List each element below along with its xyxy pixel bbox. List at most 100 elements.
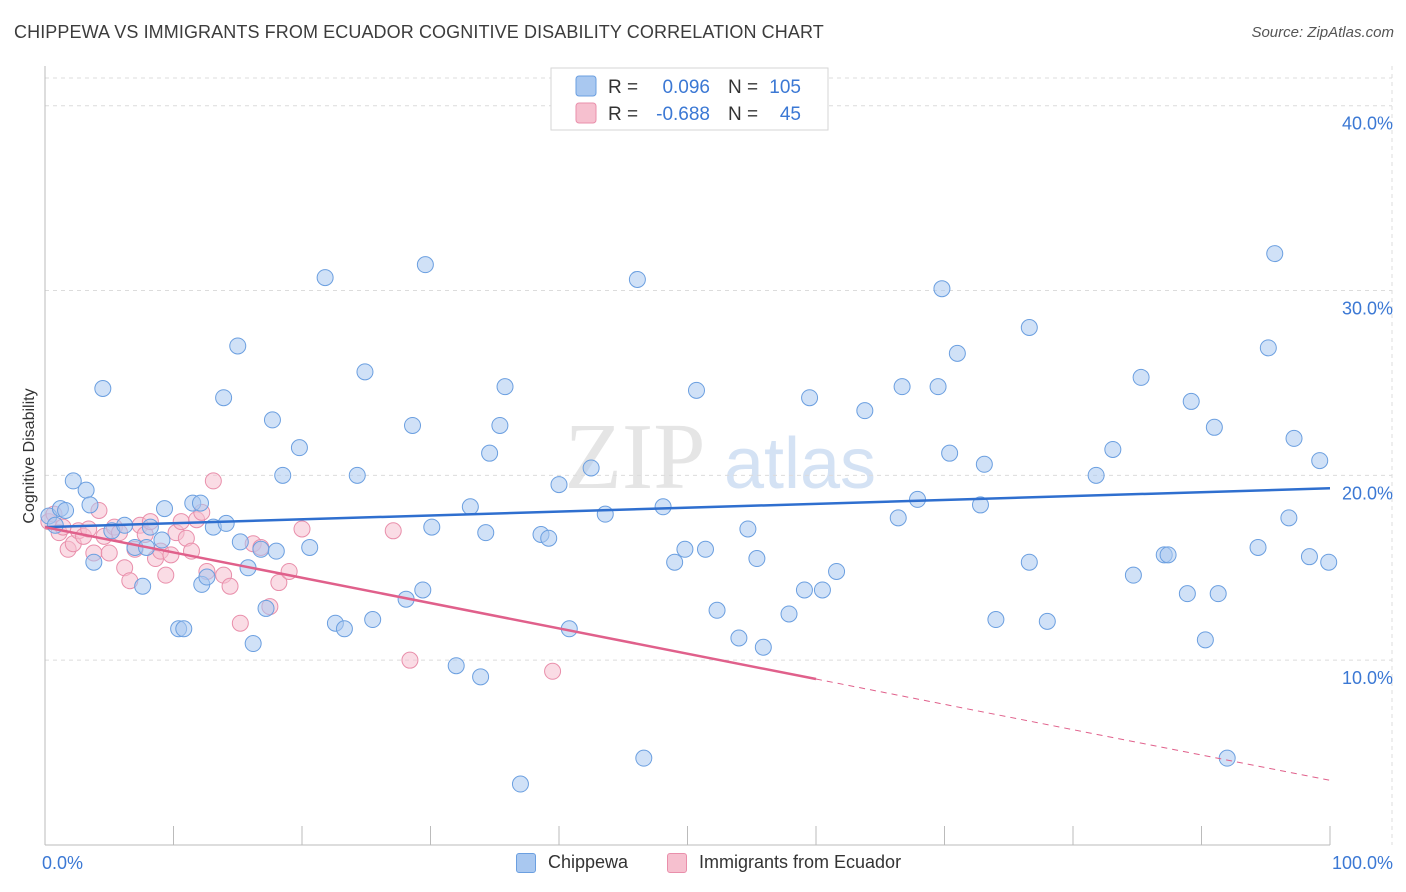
watermark-atlas: atlas [724, 424, 876, 504]
chippewa-point [335, 620, 353, 638]
chippewa-point [971, 496, 989, 514]
chippewa-point [156, 500, 174, 518]
chippewa-point [1132, 368, 1150, 386]
chippewa-point [491, 416, 509, 434]
ecuador-point [293, 520, 311, 538]
y-tick-label: 10.0% [1342, 668, 1393, 688]
chippewa-point [596, 505, 614, 523]
chippewa-point [231, 533, 249, 551]
chippewa-point [229, 337, 247, 355]
chippewa-point [447, 657, 465, 675]
chippewa-point [801, 389, 819, 407]
chippewa-point [244, 635, 262, 653]
chippewa-point [739, 520, 757, 538]
x-tick-label-max: 100.0% [1332, 853, 1393, 873]
chippewa-point [477, 524, 495, 542]
correlation-legend: R = 0.096 N = 105 R = -0.688 N = 45 [550, 67, 829, 131]
chippewa-point [813, 581, 831, 599]
chippewa-point [730, 629, 748, 647]
legend-r-label-chippewa: R = [608, 77, 638, 98]
chippewa-point [290, 439, 308, 457]
legend-swatch-chippewa [575, 75, 597, 97]
ecuador-point [544, 662, 562, 680]
chippewa-point [461, 498, 479, 516]
chippewa-point [987, 611, 1005, 629]
chippewa-point [81, 496, 99, 514]
legend-swatch-ecuador [575, 102, 597, 124]
chippewa-point [1320, 553, 1338, 571]
chippewa-point [215, 389, 233, 407]
watermark-zip: ZIP [565, 405, 706, 509]
bottom-legend-chippewa: Chippewa [516, 852, 628, 873]
chippewa-point [175, 620, 193, 638]
chippewa-point [274, 466, 292, 484]
chippewa-point [496, 378, 514, 396]
chippewa-point [416, 256, 434, 274]
legend-n-label-chippewa: N = [728, 77, 758, 98]
chippewa-point [1259, 339, 1277, 357]
ecuador-trend-extension [815, 678, 1331, 781]
y-tick-label: 40.0% [1342, 114, 1393, 134]
chippewa-point [301, 538, 319, 556]
chippewa-point [1218, 749, 1236, 767]
chippewa-points [40, 245, 1338, 793]
source-credit: Source: ZipAtlas.com [1251, 24, 1394, 41]
chippewa-point [1020, 553, 1038, 571]
chippewa-point [666, 553, 684, 571]
axes [44, 66, 1331, 846]
chippewa-point [1087, 466, 1105, 484]
chippewa-point [94, 379, 112, 397]
chippewa-point [348, 466, 366, 484]
gridlines [45, 66, 1393, 845]
chippewa-point [1280, 509, 1298, 527]
chippewa-point [795, 581, 813, 599]
chippewa-point [748, 550, 766, 568]
chippewa-point [1311, 452, 1329, 470]
chippewa-point [1104, 440, 1122, 458]
bottom-legend-swatch-chippewa [516, 852, 536, 873]
chippewa-point [356, 363, 374, 381]
chippewa-point [257, 599, 275, 617]
ecuador-point [401, 651, 419, 669]
chippewa-point [404, 416, 422, 434]
chippewa-point [1209, 585, 1227, 603]
ecuador-trend-line [44, 525, 817, 681]
ecuador-point [204, 472, 222, 490]
chippewa-point [423, 518, 441, 536]
chippewa-point [828, 562, 846, 580]
chippewa-point [1159, 546, 1177, 564]
chippewa-point [1182, 392, 1200, 410]
chippewa-point [676, 540, 694, 558]
chippewa-point [696, 540, 714, 558]
chippewa-point [1285, 429, 1303, 447]
chippewa-point [1300, 548, 1318, 566]
chippewa-point [64, 472, 82, 490]
chippewa-point [856, 402, 874, 420]
ecuador-point [162, 546, 180, 564]
chippewa-point [364, 611, 382, 629]
chippewa-point [540, 529, 558, 547]
chippewa-point [217, 514, 235, 532]
chippewa-point [929, 378, 947, 396]
chippewa-point [1124, 566, 1142, 584]
ecuador-point [270, 574, 288, 592]
ecuador-point [221, 577, 239, 595]
y-tick-label: 30.0% [1342, 299, 1393, 319]
chippewa-point [472, 668, 490, 686]
ecuador-point [172, 513, 190, 531]
chippewa-point [628, 270, 646, 288]
chippewa-trend-line [44, 487, 1331, 529]
chippewa-point [780, 605, 798, 623]
chippewa-point [1178, 585, 1196, 603]
watermark: ZIP atlas [565, 405, 877, 509]
chippewa-point [267, 542, 285, 560]
chippewa-point [654, 498, 672, 516]
legend-r-label-ecuador: R = [608, 104, 638, 125]
legend-n-value-ecuador: 45 [780, 104, 801, 125]
chippewa-point [263, 411, 281, 429]
legend-n-value-chippewa: 105 [769, 77, 801, 98]
chippewa-point [933, 280, 951, 298]
chippewa-point [893, 378, 911, 396]
tick-labels: 10.0% 20.0% 30.0% 40.0% 0.0% 100.0% [42, 114, 1393, 873]
chippewa-point [1038, 612, 1056, 630]
